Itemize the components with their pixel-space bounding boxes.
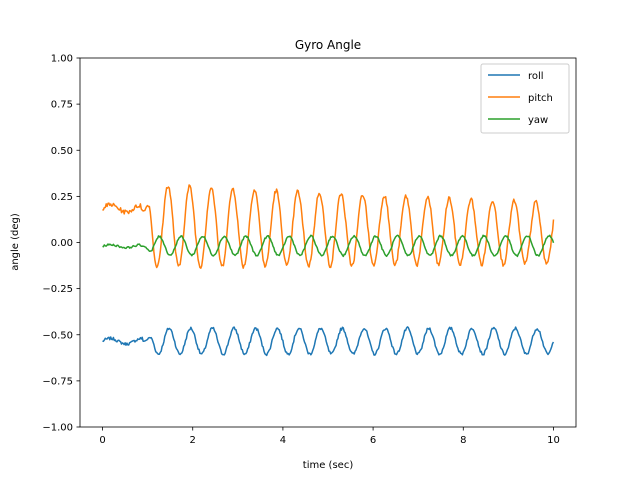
x-tick-label: 8: [460, 435, 466, 446]
y-tick-label: −1.00: [42, 423, 73, 434]
series-line-yaw: [102, 234, 555, 258]
y-tick-label: 0.75: [51, 100, 73, 111]
y-tick-label: −0.25: [42, 284, 73, 295]
y-tick-label: 0.50: [51, 146, 73, 157]
y-tick-label: 0.25: [51, 192, 73, 203]
y-tick-label: −0.75: [42, 376, 73, 387]
legend: roll pitch yaw: [480, 63, 570, 134]
y-tick-label: 1.00: [51, 54, 73, 65]
x-tick-label: 0: [99, 435, 105, 446]
chart-title: Gyro Angle: [295, 38, 361, 52]
x-tick-label: 4: [280, 435, 286, 446]
y-axis-label: angle (deg): [10, 213, 21, 271]
tick-layer: 0 2 4 6 8 10 −1.00 −0.75 −0.50 −0.25 0.00 0.25 0.50 0…: [42, 54, 559, 447]
x-tick-label: 2: [190, 435, 196, 446]
y-tick-label: −0.50: [42, 330, 73, 341]
x-tick-label: 6: [370, 435, 376, 446]
legend-label-pitch: pitch: [528, 93, 553, 104]
plot-frame: [79, 57, 577, 428]
x-axis-label: time (sec): [303, 460, 354, 471]
x-tick-label: 10: [547, 435, 560, 446]
legend-label-yaw: yaw: [528, 115, 548, 126]
legend-label-roll: roll: [528, 71, 544, 82]
series-line-roll: [102, 326, 555, 357]
series-layer: [102, 184, 555, 357]
legend-box: [480, 63, 570, 134]
y-tick-label: 0.00: [51, 238, 73, 249]
